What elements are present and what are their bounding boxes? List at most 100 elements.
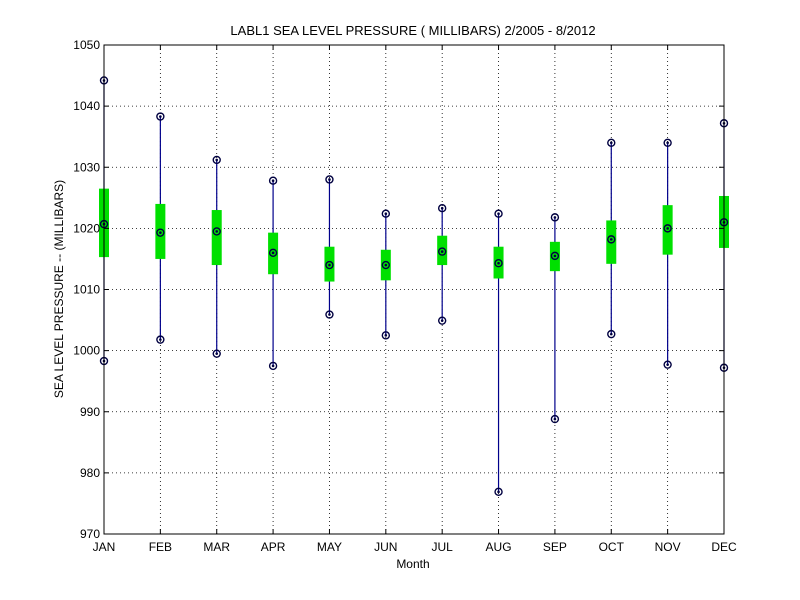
interquartile-box — [211, 210, 222, 266]
median-marker-dot — [384, 263, 388, 267]
min-marker-dot — [666, 363, 669, 366]
x-tick-label: OCT — [599, 540, 625, 554]
max-marker-dot — [497, 212, 500, 216]
min-marker — [212, 349, 221, 358]
min-marker-dot — [497, 490, 500, 494]
min-marker — [550, 414, 560, 424]
min-marker — [381, 331, 391, 340]
max-marker-dot — [609, 141, 613, 145]
median-marker-dot — [440, 250, 444, 253]
median-marker — [550, 251, 560, 261]
y-axis-label: SEA LEVEL PRESSURE -- (MILLIBARS) — [52, 180, 66, 398]
min-marker-dot — [159, 338, 162, 341]
median-marker-dot — [666, 227, 669, 230]
median-marker — [494, 259, 503, 268]
x-tick-label: APR — [261, 540, 286, 554]
box-group-jul — [437, 204, 448, 325]
box-group-jun — [380, 209, 391, 340]
y-tick-label: 1020 — [73, 221, 100, 235]
box-group-apr — [268, 176, 279, 371]
min-marker — [607, 329, 616, 339]
median-marker-dot — [609, 238, 613, 241]
max-marker — [607, 138, 616, 148]
median-marker — [437, 247, 447, 256]
box-group-mar — [211, 155, 222, 358]
y-tick-label: 1040 — [73, 99, 100, 113]
median-marker-dot — [215, 230, 219, 233]
max-marker-dot — [159, 115, 162, 118]
x-tick-label: MAY — [317, 540, 342, 554]
max-marker-dot — [384, 212, 388, 216]
y-tick-label: 1000 — [73, 344, 100, 358]
max-marker — [381, 209, 391, 218]
max-marker — [268, 176, 278, 185]
x-tick-label: NOV — [655, 540, 681, 554]
min-marker — [325, 310, 334, 319]
min-marker-dot — [271, 364, 275, 368]
median-marker-dot — [159, 231, 162, 234]
max-marker — [156, 112, 165, 121]
data-layer — [99, 76, 729, 497]
median-marker — [268, 248, 278, 258]
box-group-may — [324, 175, 335, 319]
x-tick-label: SEP — [543, 540, 567, 554]
y-tick-label: 1050 — [73, 38, 100, 52]
median-marker — [607, 235, 616, 244]
grid-layer — [104, 45, 724, 534]
max-marker — [494, 209, 503, 218]
median-marker-dot — [271, 251, 275, 255]
interquartile-box — [662, 205, 673, 255]
min-marker — [437, 316, 447, 325]
median-marker — [325, 260, 334, 270]
max-marker-dot — [328, 178, 331, 181]
median-marker — [381, 260, 391, 270]
y-tick-label: 990 — [80, 405, 100, 419]
y-tick-label: 1030 — [73, 160, 100, 174]
box-group-nov — [662, 138, 673, 369]
y-tick-label: 980 — [80, 466, 100, 480]
min-marker-dot — [440, 319, 444, 322]
x-axis-label: Month — [396, 557, 429, 571]
max-marker-dot — [440, 206, 444, 210]
chart-title: LABL1 SEA LEVEL PRESSURE ( MILLIBARS) 2/… — [230, 23, 595, 38]
x-tick-label: FEB — [149, 540, 172, 554]
max-marker — [550, 213, 560, 222]
box-group-feb — [155, 112, 166, 344]
min-marker — [268, 361, 278, 371]
min-marker-dot — [553, 417, 557, 421]
max-marker-dot — [271, 179, 275, 182]
interquartile-box — [606, 220, 617, 264]
median-marker — [212, 227, 221, 236]
median-marker-dot — [553, 254, 557, 258]
min-marker — [494, 487, 503, 497]
median-marker-dot — [328, 263, 331, 267]
min-marker-dot — [384, 334, 388, 337]
box-group-oct — [606, 138, 617, 339]
x-tick-label: JAN — [93, 540, 116, 554]
min-marker-dot — [609, 332, 613, 336]
max-marker-dot — [215, 158, 219, 162]
max-marker — [663, 138, 672, 148]
max-marker-dot — [553, 216, 557, 219]
axis-layer: 970 980 990 1000 1010 1020 1030 1040 1050 JAN FEB M… — [73, 38, 737, 554]
box-group-aug — [493, 209, 504, 497]
min-marker — [663, 360, 672, 369]
median-marker — [156, 228, 165, 237]
y-tick-label: 1010 — [73, 283, 100, 297]
max-marker — [325, 175, 334, 184]
max-marker-dot — [666, 141, 669, 145]
x-tick-label: DEC — [711, 540, 737, 554]
max-marker — [437, 204, 447, 213]
median-marker-dot — [497, 261, 500, 265]
median-marker — [663, 224, 672, 233]
max-marker — [212, 155, 221, 165]
x-tick-label: AUG — [486, 540, 512, 554]
box-group-sep — [549, 213, 560, 424]
min-marker — [156, 335, 165, 344]
x-tick-label: JUN — [374, 540, 397, 554]
y-tick-label: 970 — [80, 527, 100, 541]
x-tick-label: MAR — [203, 540, 230, 554]
min-marker-dot — [215, 352, 219, 355]
x-tick-label: JUL — [432, 540, 454, 554]
